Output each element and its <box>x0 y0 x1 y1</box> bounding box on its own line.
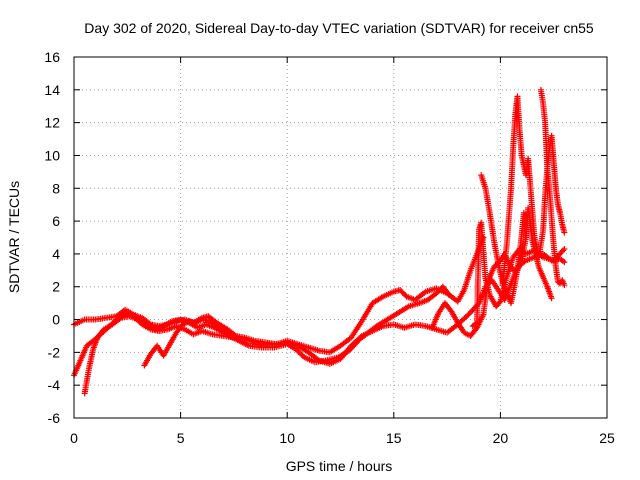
series-track-h <box>537 86 568 289</box>
x-tick-label: 15 <box>386 430 402 446</box>
data-point <box>561 282 568 289</box>
x-tick-label: 20 <box>493 430 509 446</box>
y-tick-label: 14 <box>44 82 60 98</box>
data-point <box>548 295 555 302</box>
y-tick-label: 0 <box>52 312 60 328</box>
y-tick-label: 6 <box>52 213 60 229</box>
data-point <box>447 306 454 313</box>
data-point <box>224 329 231 336</box>
series-track-c <box>81 283 453 397</box>
x-tick-label: 25 <box>599 430 615 446</box>
y-tick-label: 12 <box>44 115 60 131</box>
data-point <box>445 290 452 297</box>
axis-ticks-layer: 0 5 10 15 20 25 -6 -4 -2 0 2 4 6 8 10 12 14 16 <box>44 49 615 446</box>
y-tick-label: 4 <box>52 246 60 262</box>
x-axis-label: GPS time / hours <box>286 458 393 474</box>
data-point <box>561 245 568 252</box>
data-point <box>561 229 568 236</box>
series-track-d <box>141 316 231 369</box>
plot-frame <box>73 56 608 419</box>
y-tick-label: -4 <box>48 377 61 393</box>
y-tick-label: -6 <box>48 410 61 426</box>
series-track-i <box>469 219 568 330</box>
y-tick-label: -2 <box>48 344 61 360</box>
x-tick-label: 5 <box>177 430 185 446</box>
y-tick-label: 8 <box>52 180 60 196</box>
data-point <box>446 291 453 298</box>
chart-title: Day 302 of 2020, Sidereal Day-to-day VTE… <box>84 20 594 36</box>
y-axis-label: SDTVAR / TECUs <box>6 181 22 293</box>
data-point <box>464 312 471 319</box>
data-point <box>472 326 479 333</box>
series-track-b <box>71 234 487 356</box>
data-point <box>496 299 503 306</box>
data-point <box>561 259 568 266</box>
data-point <box>522 234 529 241</box>
x-tick-label: 10 <box>279 430 295 446</box>
x-tick-label: 0 <box>70 430 78 446</box>
y-tick-label: 16 <box>44 49 60 65</box>
data-points-layer <box>71 86 568 397</box>
y-tick-label: 2 <box>52 279 60 295</box>
y-tick-label: 10 <box>44 147 60 163</box>
